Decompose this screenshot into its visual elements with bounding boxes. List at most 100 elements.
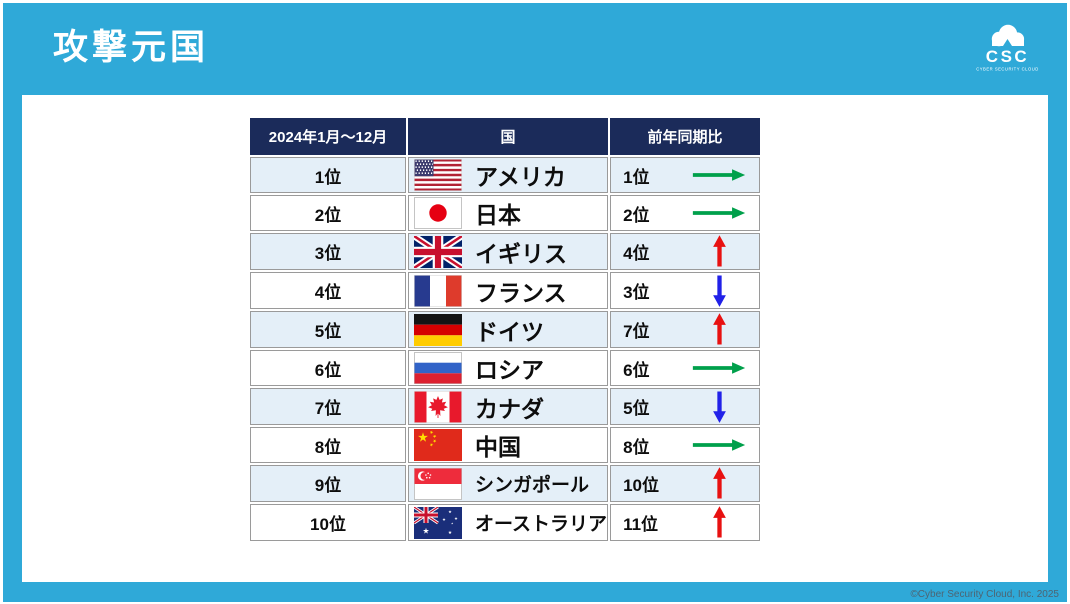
rank-label: 4位 [314, 283, 342, 302]
trend-arrow-icon [691, 206, 747, 220]
prev-rank-label: 6位 [623, 360, 650, 380]
rank-cell: 5位 [250, 311, 406, 348]
flag-china-icon [414, 429, 462, 461]
flag-canada-icon [414, 391, 462, 423]
logo-text: CSC [986, 47, 1029, 66]
country-cell: ドイツ [408, 311, 609, 348]
country-cell: 中国 [408, 427, 609, 463]
prev-rank-cell: 6位 [610, 350, 761, 386]
trend-arrow-icon [712, 312, 727, 347]
country-name: アメリカ [475, 164, 566, 190]
trend-arrow-icon [712, 273, 727, 308]
table-header-row: 2024年1月～12月 国 前年同期比 [250, 118, 761, 155]
rank-cell: 9位 [250, 465, 406, 502]
csc-logo: CSC CYBER SECURITY CLOUD [971, 21, 1043, 79]
trend-arrow-icon [712, 389, 727, 424]
country-name: シンガポール [475, 475, 590, 496]
country-name: フランス [475, 279, 567, 306]
trend-arrow-icon [712, 505, 727, 540]
country-name: イギリス [475, 240, 567, 267]
table-row: 7位 カナダ 5位 [250, 388, 761, 425]
country-name: ドイツ [475, 318, 544, 345]
trend-arrow-icon [712, 466, 727, 501]
country-name: ロシア [475, 357, 544, 383]
country-cell: シンガポール [408, 465, 609, 502]
prev-rank-cell: 7位 [610, 311, 761, 348]
trend-arrow-icon [691, 361, 747, 375]
content-panel: 2024年1月～12月 国 前年同期比 1位 アメリカ 1位 [22, 95, 1048, 582]
flag-france-icon [414, 275, 462, 307]
table-row: 6位 ロシア 6位 [250, 350, 761, 386]
rank-cell: 7位 [250, 388, 406, 425]
rank-cell: 6位 [250, 350, 406, 386]
page-title: 攻撃元国 [53, 28, 210, 67]
prev-rank-label: 5位 [623, 399, 650, 418]
prev-rank-cell: 8位 [610, 427, 761, 463]
rank-cell: 4位 [250, 272, 406, 309]
prev-rank-label: 2位 [623, 205, 650, 225]
flag-us-icon [414, 159, 462, 191]
flag-russia-icon [414, 352, 462, 384]
flag-singapore-icon [414, 468, 462, 500]
table-row: 1位 アメリカ 1位 [250, 157, 761, 193]
rank-label: 2位 [314, 205, 342, 225]
col-header-yoy: 前年同期比 [610, 118, 761, 155]
prev-rank-label: 11位 [623, 515, 659, 534]
rank-cell: 2位 [250, 195, 406, 231]
slide-background: 攻撃元国 CSC CYBER SECURITY CLOUD 2024年1月～12… [3, 3, 1067, 602]
col-header-period: 2024年1月～12月 [250, 118, 406, 155]
country-cell: 日本 [408, 195, 609, 231]
rank-label: 3位 [314, 244, 342, 263]
prev-rank-cell: 1位 [610, 157, 761, 193]
copyright-text: ©Cyber Security Cloud, Inc. 2025 [910, 589, 1059, 600]
table-row: 4位 フランス 3位 [250, 272, 761, 309]
rank-label: 9位 [314, 476, 342, 495]
prev-rank-cell: 4位 [610, 233, 761, 270]
prev-rank-label: 8位 [623, 437, 650, 457]
prev-rank-label: 3位 [623, 283, 650, 302]
prev-rank-cell: 10位 [610, 465, 761, 502]
table-row: 2位 日本 2位 [250, 195, 761, 231]
country-name: カナダ [475, 395, 544, 422]
ranking-table: 2024年1月～12月 国 前年同期比 1位 アメリカ 1位 [248, 116, 762, 543]
rank-cell: 8位 [250, 427, 406, 463]
rank-label: 7位 [314, 399, 342, 418]
flag-japan-icon [414, 197, 462, 229]
rank-cell: 1位 [250, 157, 406, 193]
trend-arrow-icon [712, 234, 727, 269]
prev-rank-cell: 3位 [610, 272, 761, 309]
rank-label: 6位 [314, 360, 342, 380]
prev-rank-label: 7位 [623, 322, 650, 341]
prev-rank-cell: 5位 [610, 388, 761, 425]
table-row: 8位 中国 8位 [250, 427, 761, 463]
country-cell: オーストラリア [408, 504, 609, 541]
cloud-logo-icon: CSC CYBER SECURITY CLOUD [976, 24, 1039, 72]
trend-arrow-icon [691, 168, 747, 182]
table-row: 10位 オーストラリア 11位 [250, 504, 761, 541]
country-cell: ロシア [408, 350, 609, 386]
flag-germany-icon [414, 314, 462, 346]
country-cell: アメリカ [408, 157, 609, 193]
country-name: 日本 [475, 202, 521, 228]
rank-label: 5位 [314, 322, 342, 341]
rank-label: 8位 [314, 437, 342, 457]
logo-subtext: CYBER SECURITY CLOUD [976, 67, 1039, 72]
rank-label: 1位 [314, 167, 342, 187]
country-cell: カナダ [408, 388, 609, 425]
col-header-country: 国 [408, 118, 609, 155]
flag-uk-icon [414, 236, 462, 268]
country-cell: フランス [408, 272, 609, 309]
trend-arrow-icon [691, 438, 747, 452]
table-row: 9位 シンガポール 10位 [250, 465, 761, 502]
prev-rank-cell: 11位 [610, 504, 761, 541]
country-name: オーストラリア [475, 514, 608, 535]
country-name: 中国 [475, 434, 521, 460]
rank-cell: 10位 [250, 504, 406, 541]
country-cell: イギリス [408, 233, 609, 270]
prev-rank-label: 4位 [623, 244, 650, 263]
table-row: 5位 ドイツ 7位 [250, 311, 761, 348]
flag-australia-icon [414, 507, 462, 539]
rank-label: 10位 [310, 515, 346, 534]
table-row: 3位 イギリス 4位 [250, 233, 761, 270]
prev-rank-label: 1位 [623, 167, 650, 187]
